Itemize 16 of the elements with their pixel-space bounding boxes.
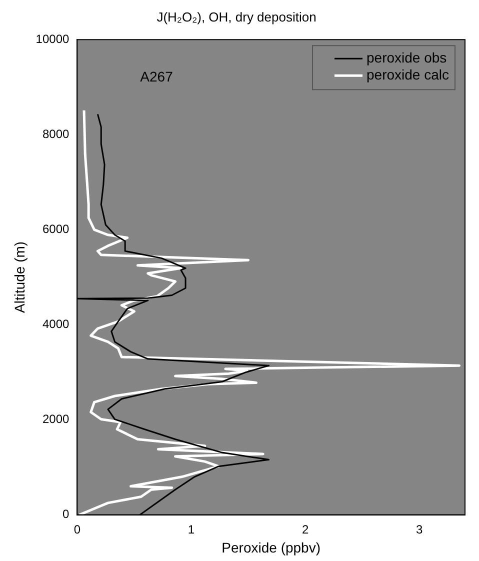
x-tick-label: 2	[302, 522, 309, 536]
legend-label: peroxide calc	[366, 66, 450, 82]
x-axis-title: Peroxide (ppbv)	[222, 539, 320, 556]
y-tick-label: 2000	[42, 412, 70, 426]
y-tick-label: 10000	[36, 32, 70, 46]
y-tick-label: 6000	[42, 222, 70, 236]
legend-label: peroxide obs	[366, 49, 447, 66]
x-tick-label: 1	[188, 522, 195, 536]
y-tick-label: 8000	[42, 126, 70, 141]
x-tick-label: 0	[74, 522, 81, 536]
annotation: A267	[140, 68, 174, 84]
chart-title: J(H₂O₂), OH, dry deposition	[156, 9, 316, 24]
y-tick-label: 0	[62, 507, 70, 522]
x-tick-label: 3	[416, 522, 424, 536]
y-tick-label: 4000	[42, 317, 70, 332]
y-axis-title: Altitude (m)	[11, 241, 28, 313]
